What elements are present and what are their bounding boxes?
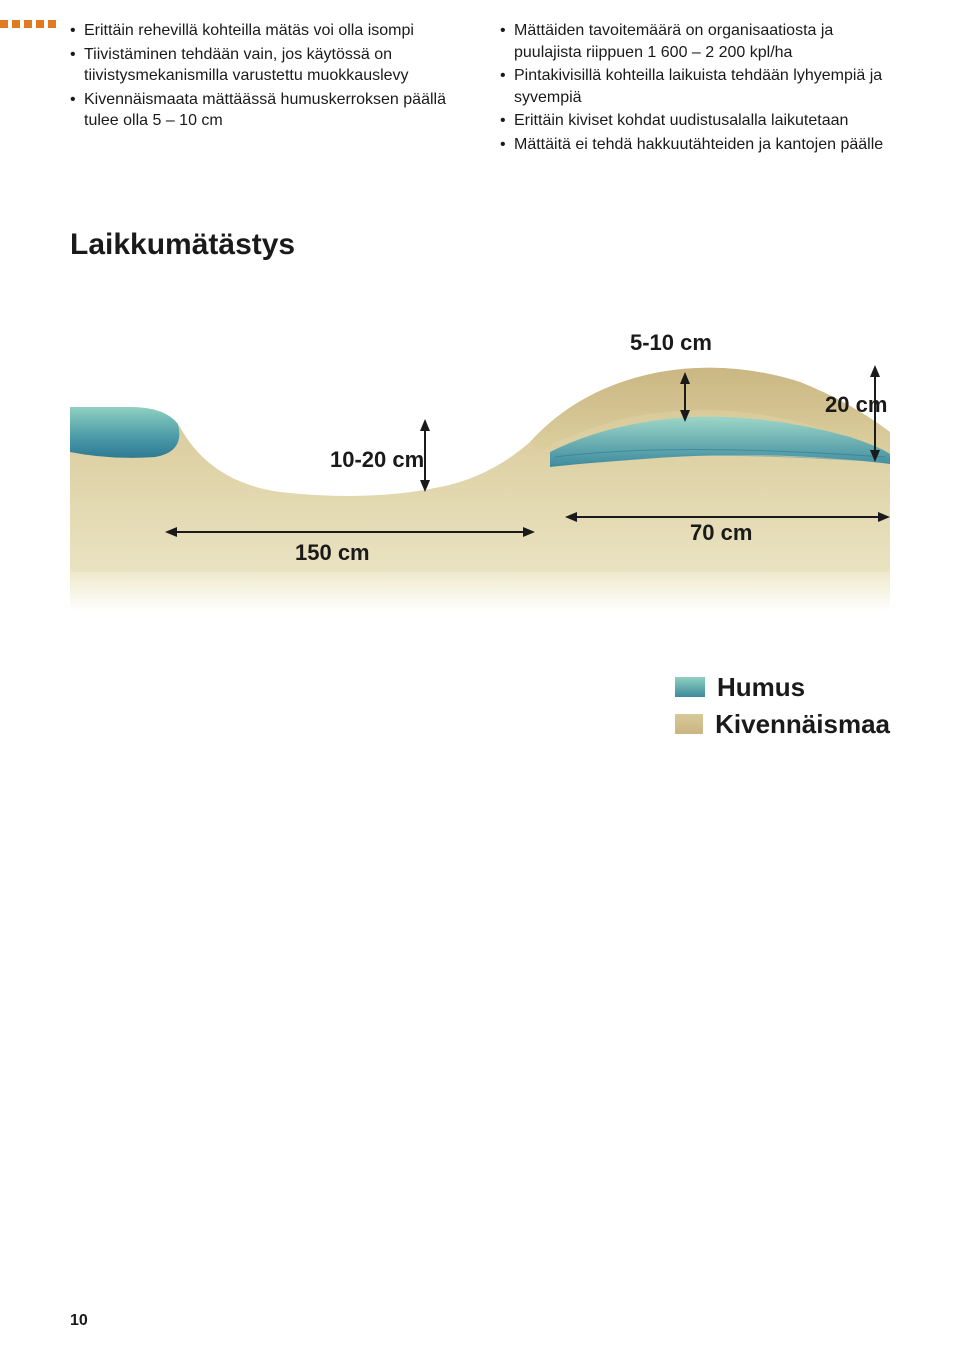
- list-item: Mättäitä ei tehdä hakkuutähteiden ja kan…: [500, 134, 890, 156]
- legend: Humus Kivennäismaa: [70, 672, 890, 740]
- list-item: Pintakivisillä kohteilla laikuista tehdä…: [500, 65, 890, 108]
- dimension-label: 10-20 cm: [330, 447, 424, 473]
- legend-swatch: [675, 714, 703, 734]
- list-item: Mättäiden tavoitemäärä on organisaatiost…: [500, 20, 890, 63]
- dimension-label: 150 cm: [295, 540, 370, 566]
- list-item: Tiivistäminen tehdään vain, jos käytössä…: [70, 44, 460, 87]
- right-bullet-list: Mättäiden tavoitemäärä on organisaatiost…: [500, 20, 890, 156]
- legend-label: Humus: [717, 672, 805, 703]
- dimension-label: 5-10 cm: [630, 330, 712, 356]
- list-item: Kivennäismaata mättäässä humuskerroksen …: [70, 89, 460, 132]
- page-number: 10: [70, 1312, 88, 1330]
- list-item: Erittäin kiviset kohdat uudistusalalla l…: [500, 110, 890, 132]
- right-column: Mättäiden tavoitemäärä on organisaatiost…: [500, 20, 890, 158]
- left-bullet-list: Erittäin rehevillä kohteilla mätäs voi o…: [70, 20, 460, 132]
- legend-swatch: [675, 677, 705, 697]
- diagram-title: Laikkumätästys: [70, 228, 890, 262]
- list-item: Erittäin rehevillä kohteilla mätäs voi o…: [70, 20, 460, 42]
- soil-diagram: 5-10 cm 20 cm 10-20 cm 150 cm 70 cm: [70, 292, 890, 612]
- dimension-label: 70 cm: [690, 520, 752, 546]
- decorative-squares: [0, 20, 56, 28]
- left-column: Erittäin rehevillä kohteilla mätäs voi o…: [70, 20, 460, 158]
- dimension-label: 20 cm: [825, 392, 887, 418]
- legend-item-mineral: Kivennäismaa: [675, 709, 890, 740]
- legend-item-humus: Humus: [675, 672, 890, 703]
- legend-label: Kivennäismaa: [715, 709, 890, 740]
- bullet-columns: Erittäin rehevillä kohteilla mätäs voi o…: [70, 20, 890, 158]
